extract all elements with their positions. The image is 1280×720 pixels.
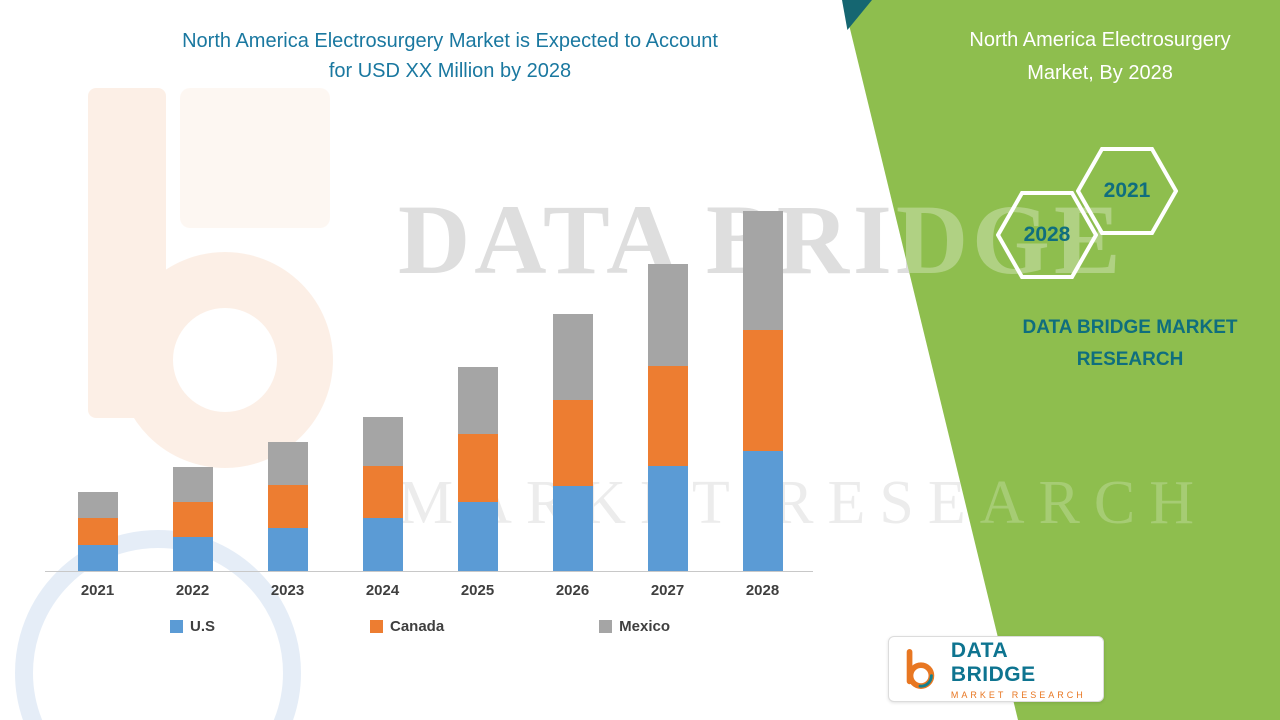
side-panel-brand-text: DATA BRIDGE MARKET RESEARCH (990, 312, 1270, 377)
legend-swatch-icon (170, 620, 183, 633)
bar-segment-mexico-2023 (267, 442, 308, 485)
hexagon-year-label: 2021 (1103, 179, 1151, 202)
bar-group-2028 (715, 211, 810, 572)
x-axis-label-2022: 2022 (175, 582, 210, 599)
legend-label: Canada (389, 618, 445, 635)
bar-segment-us-2026 (552, 486, 593, 572)
bar-segment-mexico-2025 (457, 367, 498, 434)
bar-stack-2028 (742, 211, 783, 572)
bar-segment-canada-2022 (172, 502, 213, 537)
bar-segment-canada-2021 (77, 518, 118, 545)
bar-segment-us-2024 (362, 518, 403, 572)
hexagon-badge-2021: 2021 (1076, 146, 1178, 236)
bar-segment-us-2022 (172, 537, 213, 572)
chart-title-line-2: for USD XX Million by 2028 (328, 60, 572, 82)
x-axis-line (45, 571, 813, 572)
x-axis-label-2026: 2026 (555, 582, 590, 599)
x-axis-label-2021: 2021 (80, 582, 115, 599)
legend-swatch-icon (369, 620, 383, 633)
chart-title: North America Electrosurgery Market is E… (70, 26, 830, 86)
hexagon-year-label: 2028 (1023, 223, 1071, 246)
logo-brand-name: DATA BRIDGE (950, 638, 1036, 686)
bar-segment-us-2021 (77, 545, 118, 572)
bar-stack-2024 (362, 417, 403, 572)
x-axis-label-2024: 2024 (365, 582, 400, 599)
hexagon-badge-2028: 2028 (996, 190, 1098, 280)
hexagon-outline-icon (1076, 147, 1178, 235)
logo-text-block: DATA BRIDGE MARKET RESEARCH (951, 639, 1091, 700)
bar-group-2021 (50, 492, 145, 572)
bar-stack-2021 (77, 492, 118, 572)
bar-segment-mexico-2026 (552, 314, 593, 400)
plot-area (50, 200, 810, 572)
x-axis-label-2023: 2023 (270, 582, 305, 599)
x-axis-label-2025: 2025 (460, 582, 495, 599)
bar-segment-canada-2023 (267, 485, 308, 528)
data-bridge-logo-b-icon (906, 649, 935, 689)
bar-segment-canada-2027 (647, 366, 688, 466)
bar-group-2023 (240, 442, 335, 572)
legend-swatch-icon (599, 620, 613, 633)
legend-item-us: U.S (170, 618, 215, 635)
hexagon-outline-icon (996, 191, 1098, 279)
x-axis-labels: 2021 2022 2023 2024 2025 2026 2027 2028 (50, 582, 810, 599)
bar-stack-2026 (552, 314, 593, 572)
bar-segment-canada-2028 (742, 330, 783, 451)
bar-stack-2023 (267, 442, 308, 572)
legend-label: Mexico (619, 618, 670, 635)
bar-segment-mexico-2027 (647, 264, 688, 366)
bar-segment-us-2023 (267, 528, 308, 572)
bar-group-2027 (620, 264, 715, 572)
brand-text-line-2: RESEARCH (1076, 349, 1184, 371)
side-panel-title-line-2: Market, By 2028 (1027, 62, 1173, 84)
legend: U.S Canada Mexico (170, 618, 670, 635)
bar-group-2022 (145, 467, 240, 572)
bar-group-2025 (430, 367, 525, 572)
bar-stack-2027 (647, 264, 688, 572)
side-panel-title: North America Electrosurgery Market, By … (948, 24, 1252, 90)
bar-segment-mexico-2022 (172, 467, 213, 502)
bar-group-2024 (335, 417, 430, 572)
bar-segment-mexico-2021 (77, 492, 118, 518)
watermark-logo-b-icon (88, 88, 333, 468)
data-bridge-logo-card: DATA BRIDGE MARKET RESEARCH (888, 636, 1104, 702)
bar-stack-2022 (172, 467, 213, 572)
bar-stack-2025 (457, 367, 498, 572)
logo-tagline: MARKET RESEARCH (950, 689, 1086, 700)
bar-segment-canada-2025 (457, 434, 498, 502)
bar-segment-canada-2024 (362, 466, 403, 518)
x-axis-label-2027: 2027 (650, 582, 685, 599)
legend-item-mexico: Mexico (599, 618, 670, 635)
bar-segment-canada-2026 (552, 400, 593, 486)
legend-label: U.S (190, 618, 216, 635)
chart-title-line-1: North America Electrosurgery Market is E… (182, 30, 718, 52)
bar-segment-us-2027 (647, 466, 688, 572)
bar-segment-mexico-2028 (742, 211, 783, 330)
side-panel-title-line-1: North America Electrosurgery (969, 29, 1231, 51)
brand-text-line-1: DATA BRIDGE MARKET (1022, 317, 1238, 338)
legend-item-canada: Canada (369, 618, 445, 635)
x-axis-label-2028: 2028 (745, 582, 780, 599)
bar-group-2026 (525, 314, 620, 572)
bar-segment-mexico-2024 (362, 417, 403, 466)
bar-segment-us-2025 (457, 502, 498, 572)
bar-segment-us-2028 (742, 451, 783, 572)
